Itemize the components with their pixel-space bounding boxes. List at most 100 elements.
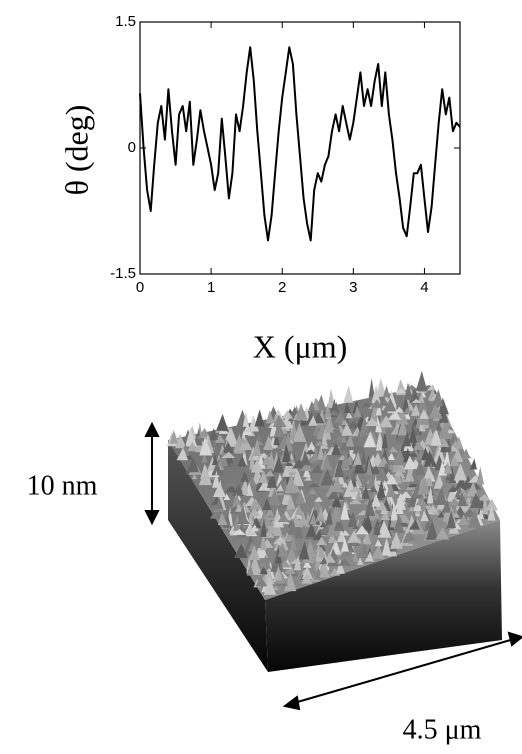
surface-peak	[341, 422, 354, 436]
surface-peak	[477, 493, 491, 501]
surface-peak	[333, 517, 345, 531]
surface-peak	[417, 394, 428, 412]
surface-peak	[285, 531, 293, 541]
surface-peak	[382, 385, 391, 398]
surface-peak	[308, 415, 318, 426]
surface-peak	[363, 431, 377, 448]
surface-peak	[233, 543, 248, 558]
surface-peak	[487, 504, 496, 521]
surface-peak	[363, 529, 372, 545]
surface-peak	[169, 429, 179, 444]
surface-peak	[294, 504, 304, 516]
surface-peak	[347, 511, 358, 528]
surface-peak	[348, 486, 363, 492]
surface-peak	[415, 370, 428, 391]
surface-peak	[301, 572, 313, 584]
surface-peak	[254, 409, 265, 427]
surface-peak	[237, 504, 248, 524]
surface-peak	[376, 377, 387, 397]
surface-peak	[226, 455, 235, 464]
surface-peak	[390, 502, 399, 521]
surface-peak	[466, 481, 479, 497]
surface-peak	[214, 434, 226, 443]
surface-peak	[259, 566, 268, 575]
surface-peak	[317, 444, 325, 460]
surface-peak	[440, 421, 450, 439]
surface-peak	[391, 433, 398, 450]
surface-peak	[420, 509, 429, 522]
surface-peak	[307, 482, 321, 488]
surface-peak	[348, 498, 363, 505]
surface-peak	[248, 507, 261, 517]
surface-peak	[370, 493, 381, 507]
surface-peak	[341, 529, 350, 536]
surface-peak	[394, 388, 407, 394]
surface-peak	[329, 568, 340, 576]
surface-peak	[375, 500, 388, 511]
surface-peak	[264, 470, 275, 477]
surface-peak	[175, 433, 187, 449]
surface-peak	[225, 483, 237, 493]
surface-peak	[434, 486, 447, 506]
surface-peak	[428, 504, 439, 513]
surface-peak	[327, 488, 340, 500]
surface-peak	[414, 459, 426, 476]
surface-peak	[186, 441, 199, 452]
surface-peak	[347, 530, 360, 543]
surface-peak	[449, 465, 456, 483]
surface-peak	[208, 428, 218, 440]
surface-peak	[265, 410, 275, 424]
surface-peak	[371, 385, 381, 404]
surface-peak	[277, 542, 289, 557]
surface-peak	[186, 458, 200, 473]
surface-peak	[438, 397, 449, 415]
surface-peak	[199, 436, 213, 456]
surface-peak	[392, 448, 406, 466]
surface-peak	[403, 455, 417, 470]
surface-peak	[457, 491, 467, 507]
x-tick-label: 4	[420, 279, 428, 296]
surface-peak	[362, 402, 372, 407]
surface-peak	[263, 434, 273, 450]
surface-peak	[404, 382, 414, 400]
surface-peak	[361, 484, 370, 499]
surface-peak	[444, 436, 452, 451]
surface-peak	[360, 449, 367, 465]
surface-peak	[298, 510, 308, 526]
surface-peak	[405, 465, 415, 482]
surface-peak	[366, 469, 376, 490]
surface-peak	[395, 502, 404, 514]
surface-peak	[377, 520, 392, 538]
surface-peak	[240, 471, 249, 482]
surface-peak	[242, 410, 250, 427]
surface-peak	[263, 567, 275, 585]
surface-peak	[217, 512, 228, 525]
surface-peak	[303, 466, 311, 478]
surface-peak	[365, 417, 380, 426]
surface-peak	[337, 558, 352, 566]
surface-peak	[278, 560, 292, 568]
surface-peak	[425, 520, 439, 540]
surface-peak	[221, 451, 236, 459]
surface-peak	[300, 441, 311, 461]
surface-peak	[446, 510, 456, 528]
surface-peak	[237, 455, 247, 467]
surface-peak	[355, 525, 369, 535]
surface-peak	[343, 385, 354, 403]
surface-peak	[249, 497, 263, 510]
surface-peak	[246, 563, 255, 576]
surface-peak	[324, 416, 334, 433]
surface-peak	[419, 408, 429, 419]
surface-peak	[216, 413, 229, 431]
surface-peak	[462, 448, 471, 458]
surface-peak	[289, 533, 297, 551]
surface-peak	[322, 455, 333, 471]
surface-peak	[403, 530, 417, 542]
surface-peak	[396, 494, 407, 501]
surface-peak	[176, 447, 189, 461]
surface-peak	[276, 483, 284, 492]
surface-peak	[343, 478, 358, 497]
surface-peak	[382, 398, 397, 412]
surface-peak	[250, 459, 264, 473]
